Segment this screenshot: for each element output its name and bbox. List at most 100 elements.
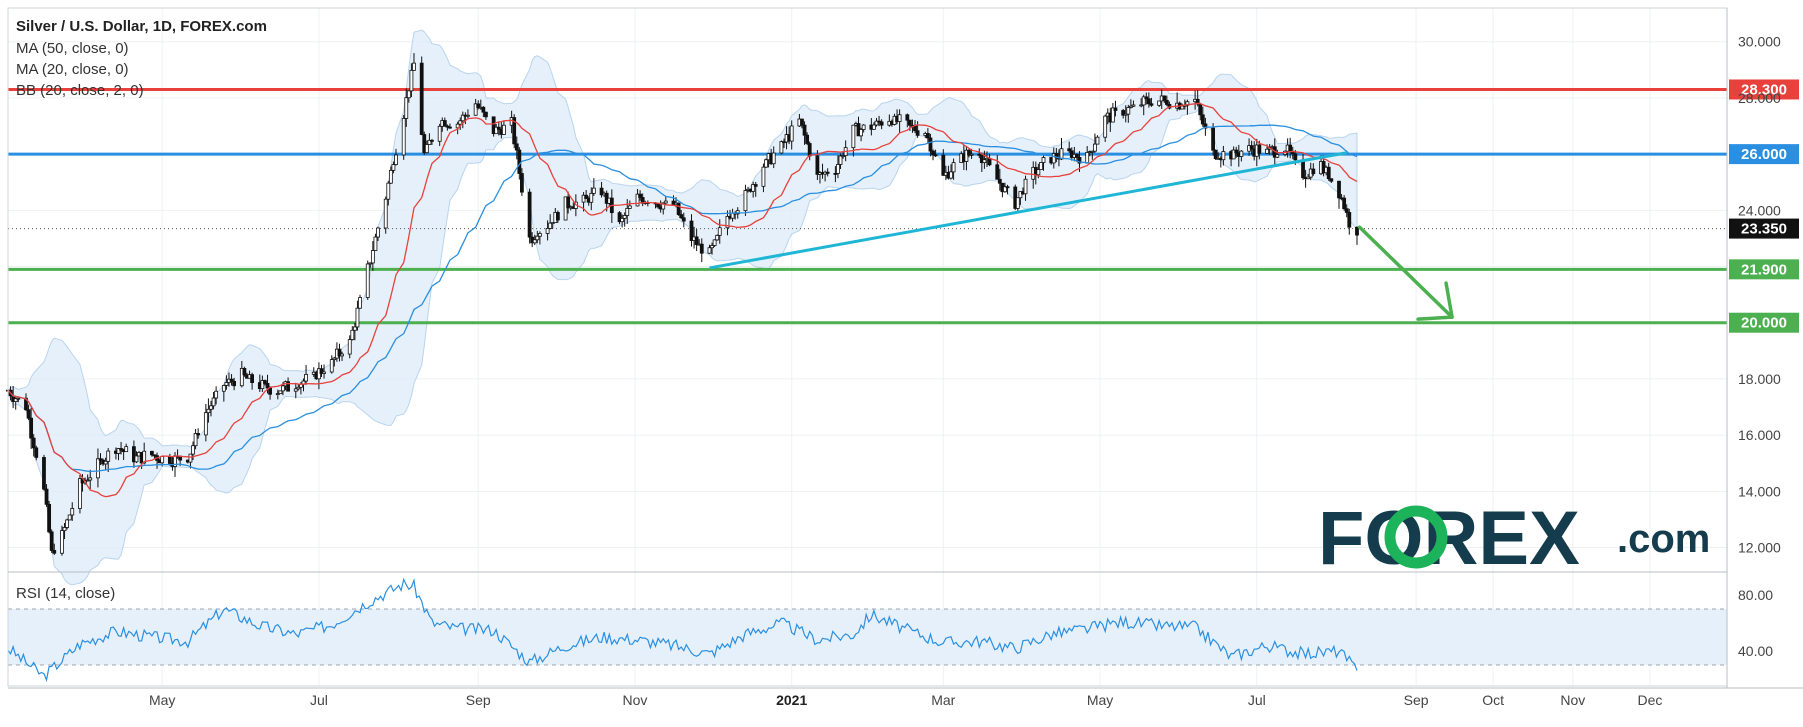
candle-body xyxy=(263,380,267,384)
candle-body xyxy=(874,120,879,126)
logo-suffix: .com xyxy=(1617,517,1710,561)
candle-body xyxy=(442,120,447,127)
candle-body xyxy=(537,233,542,237)
candle-body xyxy=(905,114,910,121)
candle-body xyxy=(34,447,39,458)
candle-body xyxy=(717,227,722,236)
candle-body xyxy=(383,198,388,229)
candle-body xyxy=(1306,176,1311,180)
candle-body xyxy=(1203,123,1208,129)
level-badge xyxy=(1729,312,1799,333)
candle-body xyxy=(42,457,46,490)
candle-body xyxy=(622,215,627,219)
candle-body xyxy=(1288,144,1293,153)
candle-body xyxy=(319,368,324,374)
candle-body xyxy=(969,153,974,156)
candle-body xyxy=(532,239,537,244)
candle-body xyxy=(815,155,820,175)
candle-body xyxy=(591,187,596,194)
chart-header: Silver / U.S. Dollar, 1D, FOREX.com MA (… xyxy=(16,18,267,602)
candle-body xyxy=(476,103,481,108)
candle-body xyxy=(62,527,67,532)
candle-body xyxy=(1164,99,1169,105)
candle-body xyxy=(764,159,768,168)
candle-body xyxy=(44,488,49,505)
candle-body xyxy=(1113,107,1118,111)
candle-body xyxy=(627,205,632,209)
candle-body xyxy=(116,448,121,454)
x-tick-label: Nov xyxy=(623,692,648,708)
candle-body xyxy=(620,217,625,223)
candle-body xyxy=(1257,144,1262,154)
level-badge xyxy=(1729,144,1799,165)
x-tick-label: Mar xyxy=(931,692,955,708)
candle-body xyxy=(928,137,933,152)
candle-body xyxy=(1128,105,1133,108)
x-tick-label: Sep xyxy=(466,692,491,708)
candle-body xyxy=(373,236,378,251)
candle-body xyxy=(1036,169,1041,176)
candle-body xyxy=(481,106,486,113)
candle-body xyxy=(964,149,969,162)
candle-body xyxy=(401,118,406,156)
ma50-line xyxy=(7,124,1358,473)
candle-body xyxy=(753,184,758,187)
candle-body xyxy=(1103,115,1108,138)
candle-body xyxy=(1005,186,1010,189)
candle-body xyxy=(807,143,812,157)
candle-body xyxy=(1144,96,1149,100)
candle-body xyxy=(494,126,499,135)
candle-body xyxy=(365,263,370,298)
candle-body xyxy=(715,234,720,241)
chart-title: Silver / U.S. Dollar, 1D, FOREX.com xyxy=(16,18,267,35)
candle-body xyxy=(707,247,712,254)
candle-body xyxy=(512,117,517,145)
candle-body xyxy=(933,154,938,157)
candle-body xyxy=(65,519,69,528)
rsi-tick-label: 80.00 xyxy=(1738,587,1773,603)
candle-body xyxy=(1003,186,1007,193)
candle-body xyxy=(751,184,756,192)
candle-body xyxy=(743,190,748,212)
candle-body xyxy=(825,171,830,174)
candle-body xyxy=(1195,98,1200,105)
y-tick-label: 18.000 xyxy=(1738,371,1781,387)
candle-body xyxy=(1355,226,1359,236)
candle-body xyxy=(458,120,463,125)
moving-averages xyxy=(7,102,1358,498)
candle-body xyxy=(663,200,668,204)
candle-body xyxy=(242,367,247,376)
candle-body xyxy=(1234,149,1239,154)
candle-body xyxy=(142,450,147,464)
candle-body xyxy=(268,387,272,395)
candle-body xyxy=(448,126,452,129)
candle-body xyxy=(841,155,845,157)
candle-body xyxy=(419,62,424,135)
level-badge-label: 20.000 xyxy=(1741,315,1787,332)
candle-body xyxy=(872,124,876,130)
candle-body xyxy=(404,97,409,119)
rsi-label: RSI (14, close) xyxy=(16,585,115,602)
candle-body xyxy=(833,172,838,175)
candle-body xyxy=(370,250,375,264)
candle-body xyxy=(710,245,714,249)
rsi-pane: 80.00 40.00 xyxy=(7,577,1773,683)
candle-body xyxy=(1123,113,1128,116)
y-tick-label: 12.000 xyxy=(1738,540,1781,556)
level-badge-label: 26.000 xyxy=(1741,146,1787,163)
candle-body xyxy=(771,152,776,165)
candle-body xyxy=(676,202,681,215)
candle-body xyxy=(1093,143,1097,152)
candle-body xyxy=(337,348,342,357)
y-tick-label: 24.000 xyxy=(1738,202,1781,218)
candle-body xyxy=(514,143,519,151)
candle-body xyxy=(802,124,807,136)
candle-body xyxy=(455,123,460,129)
x-tick-label: Jul xyxy=(310,692,328,708)
indicator-ma20: MA (20, close, 0) xyxy=(16,61,129,78)
candle-body xyxy=(1198,103,1203,116)
projection-arrow-head xyxy=(1416,281,1454,321)
candle-body xyxy=(119,448,123,451)
candle-body xyxy=(1180,105,1185,110)
